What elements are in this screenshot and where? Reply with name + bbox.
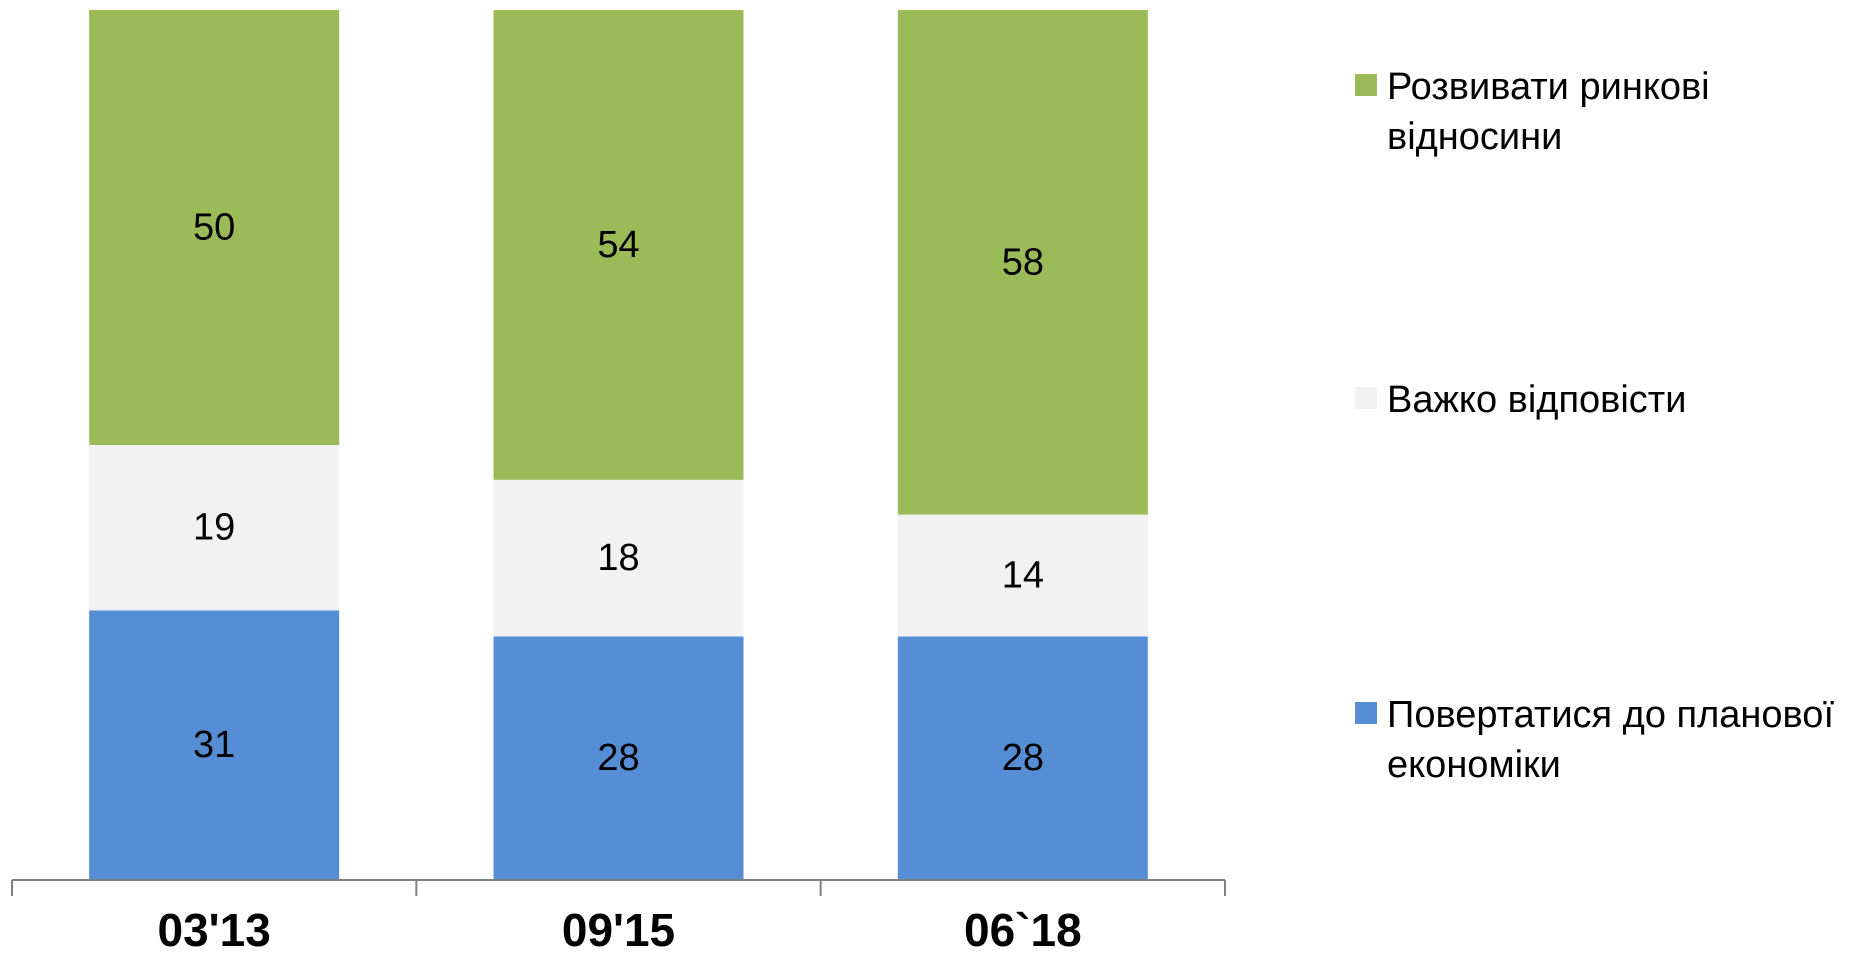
- bar-segment-1-0: [89, 445, 340, 611]
- data-label-2-2: 58: [1002, 241, 1044, 283]
- legend-item-1: Важко відповісти: [1355, 375, 1857, 425]
- legend-swatch: [1355, 702, 1377, 724]
- legend-label: Розвивати ринкові відносини: [1387, 66, 1710, 158]
- legend-swatch: [1355, 74, 1377, 96]
- bar-segment-2-0: [89, 10, 340, 445]
- legend-label: Важко відповісти: [1387, 379, 1687, 421]
- data-label-2-1: 54: [597, 224, 639, 266]
- data-label-1-1: 18: [597, 537, 639, 579]
- x-axis: [11, 879, 1226, 896]
- data-label-0-2: 28: [1002, 737, 1044, 779]
- data-label-0-0: 31: [193, 724, 235, 766]
- legend-item-0: Розвивати ринкові відносини: [1355, 62, 1857, 162]
- data-label-1-0: 19: [193, 507, 235, 549]
- data-label-2-0: 50: [193, 207, 235, 249]
- legend-item-2: Повертатися до планової економіки: [1355, 690, 1857, 790]
- x-tick-label-1: 09'15: [562, 904, 675, 956]
- bar-segment-2-2: [897, 10, 1148, 515]
- x-tick-label-0: 03'13: [158, 904, 271, 956]
- bars-group: [89, 10, 1148, 880]
- data-label-1-2: 14: [1002, 555, 1044, 597]
- bar-segment-1-2: [897, 514, 1148, 637]
- bar-segment-0-0: [89, 610, 340, 880]
- x-tick-labels-group: 03'13 09'15 06`18: [158, 904, 1082, 956]
- legend: Розвивати ринкові відносини Важко відпові…: [1355, 0, 1855, 975]
- legend-swatch: [1355, 387, 1377, 409]
- stacked-bar-chart: 31 19 50 28 18 54 28 14 58 03'13 09'15 06`18: [11, 10, 1226, 956]
- data-labels-group: 31 19 50 28 18 54 28 14 58: [193, 207, 1044, 780]
- bar-segment-2-1: [493, 10, 744, 480]
- data-label-0-1: 28: [597, 737, 639, 779]
- bar-segment-1-1: [493, 479, 744, 637]
- bar-segment-0-2: [897, 636, 1148, 880]
- bar-segment-0-1: [493, 636, 744, 880]
- legend-label: Повертатися до планової економіки: [1387, 694, 1835, 786]
- x-tick-label-2: 06`18: [964, 904, 1082, 956]
